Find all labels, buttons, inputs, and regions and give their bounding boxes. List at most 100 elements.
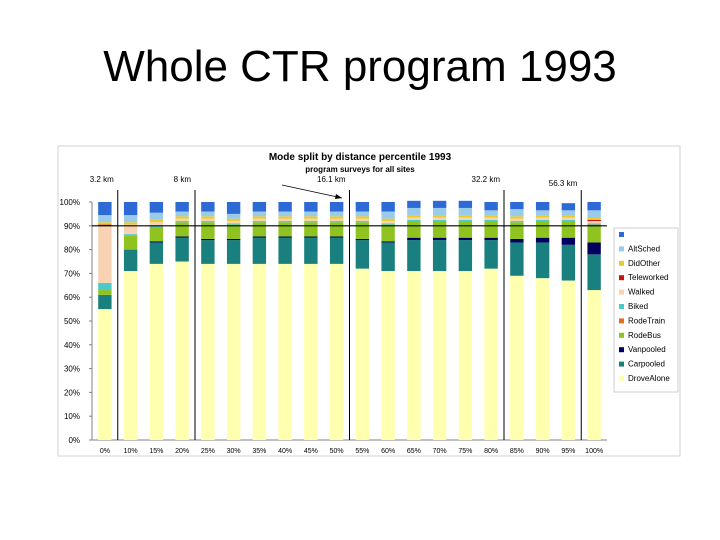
bar-segment-drovealone [381,271,395,440]
bar-segment-carpooled [484,240,498,269]
y-tick-label: 100% [60,198,80,207]
bar-segment-walked [98,225,112,283]
bar-segment-drovealone [432,271,447,440]
bar-segment-rodebus [561,221,576,238]
bar-segment-unlabeled [561,203,576,211]
bar-segment-altsched [484,210,498,216]
bar-segment-vanpooled [175,236,189,238]
bar-segment-rodebus [355,222,370,239]
bar-segment-unlabeled [201,202,215,212]
bar-segment-vanpooled [304,236,318,238]
x-tick-label: 65% [407,448,421,455]
bar-segment-drovealone [510,275,524,440]
bar-segment-biked [252,221,267,223]
bar-segment-altsched [304,211,318,217]
bar-segment-drovealone [278,263,292,440]
bar-segment-biked [484,219,498,222]
bar-segment-vanpooled [458,237,473,241]
bar-segment-biked [123,234,138,236]
bar-segment-biked [226,223,241,225]
bar-segment-altsched [278,211,292,217]
bar-segment-vanpooled [587,242,601,255]
x-tick-label: 25% [201,448,215,455]
bar-segment-biked [201,221,215,223]
bar-segment-vanpooled [381,241,395,243]
bar-segment-vanpooled [252,236,267,238]
plot-area: 0% 10% 20% 30% 40% 50% 60% 70% 80% 90% 100% 0% 10% 15… [60,175,607,455]
legend-box [613,227,679,393]
bar-segment-biked [458,219,473,222]
callout-arrow [281,184,343,199]
chart-subtitle: program surveys for all sites [305,165,415,174]
bar-segment-altsched [201,211,215,217]
legend-label: RodeBus [628,331,661,340]
legend-swatch [619,347,624,353]
legend-swatch [619,260,624,266]
bar-segment-altsched [381,211,395,219]
bar-segment-vanpooled [510,238,524,243]
bar-segment-unlabeled [123,202,138,216]
bar-segment-didother [535,215,550,218]
slide-title: Whole CTR program 1993 [103,42,617,91]
legend-swatch [619,289,624,295]
y-tick-label: 70% [64,269,80,278]
bar-segment-drovealone [226,263,241,440]
y-tick-label: 80% [64,246,80,255]
bar-segment-didother [201,216,215,219]
bar-segment-rodebus [329,222,344,237]
bar-segment-unlabeled [252,202,267,212]
bar-segment-unlabeled [278,202,292,212]
bar-segment-altsched [535,210,550,216]
bar-segment-rodebus [484,221,498,238]
bar-segment-walked [535,217,550,220]
legend-label: Carpooled [628,360,665,369]
legend-swatch [619,361,624,367]
bar-segment-altsched [98,215,112,223]
bar-segment-carpooled [149,242,164,264]
bar-segment-teleworked [587,219,601,222]
bar-segment-unlabeled [407,200,421,208]
bar-segment-rodebus [278,222,292,237]
legend-swatch [619,318,624,324]
legend-swatch [619,275,624,281]
bar-segment-biked [510,221,524,223]
bar-segment-vanpooled [432,237,447,241]
callout-arrowhead [335,194,342,199]
x-tick-label: 50% [330,448,344,455]
x-tick-label: 30% [227,448,241,455]
x-tick-label: 20% [175,448,189,455]
bar-segment-carpooled [123,249,138,272]
bar-segment-drovealone [123,271,138,440]
x-tick-label: 55% [355,448,369,455]
bar-segment-biked [355,221,370,223]
bar-segment-didother [175,216,189,219]
distance-label: 8 km [174,175,192,184]
bar-segment-vanpooled [278,236,292,238]
bar-segment-walked [432,217,447,220]
y-tick-label: 0% [68,436,80,445]
bar-segment-unlabeled [432,200,447,208]
bar-segment-unlabeled [98,202,112,216]
y-tick-label: 40% [64,341,80,350]
bar-segment-didother [432,215,447,218]
bar-segment-rodebus [98,290,112,295]
bar-segment-carpooled [381,242,395,272]
bar-segment-walked [175,218,189,222]
bar-segment-walked [561,217,576,220]
x-tick-label: 80% [484,448,498,455]
bar-segment-unlabeled [381,202,395,212]
x-tick-label: 0% [100,448,110,455]
bar-segment-vanpooled [201,238,215,241]
bar-segment-drovealone [458,271,473,440]
bar-segment-drovealone [407,271,421,440]
distance-label: 3.2 km [90,175,114,184]
bar-segment-rodebus [123,235,138,250]
bar-segment-drovealone [587,290,601,440]
legend-swatch [619,376,624,381]
bar-segment-altsched [252,211,267,217]
bar-segment-altsched [510,209,524,217]
bar-segment-didother [226,218,241,222]
bar-segment-biked [175,221,189,223]
x-tick-label: 40% [278,448,292,455]
